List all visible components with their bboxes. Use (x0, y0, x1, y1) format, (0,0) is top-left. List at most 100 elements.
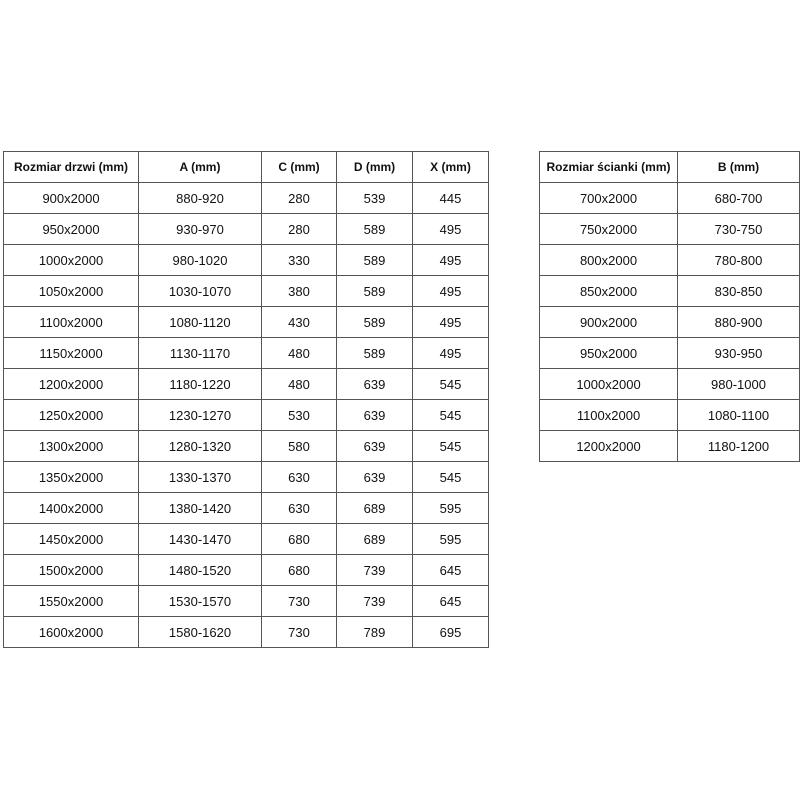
cell: 495 (412, 306, 489, 338)
cell: 1100x2000 (3, 306, 139, 338)
cell: 1100x2000 (539, 399, 678, 431)
cell: 1180-1220 (138, 368, 262, 400)
cell: 1550x2000 (3, 585, 139, 617)
cell: 789 (336, 616, 413, 648)
header-cell: Rozmiar ścianki (mm) (539, 151, 678, 183)
cell: 880-900 (677, 306, 800, 338)
cell: 1580-1620 (138, 616, 262, 648)
cell: 1350x2000 (3, 461, 139, 493)
cell: 1150x2000 (3, 337, 139, 369)
row: 1100x2000 1080-1100 (539, 399, 800, 431)
header-row: Rozmiar ścianki (mm) B (mm) (539, 151, 800, 183)
cell: 1400x2000 (3, 492, 139, 524)
cell: 1500x2000 (3, 554, 139, 586)
cell: 1530-1570 (138, 585, 262, 617)
cell: 680 (261, 523, 337, 555)
cell: 330 (261, 244, 337, 276)
cell: 739 (336, 554, 413, 586)
cell: 980-1000 (677, 368, 800, 400)
cell: 930-970 (138, 213, 262, 245)
cell: 545 (412, 399, 489, 431)
cell: 680-700 (677, 182, 800, 214)
cell: 695 (412, 616, 489, 648)
cell: 530 (261, 399, 337, 431)
cell: 689 (336, 492, 413, 524)
row: 1050x2000 1030-1070 380 589 495 (3, 275, 489, 307)
cell: 589 (336, 337, 413, 369)
cell: 545 (412, 461, 489, 493)
cell: 430 (261, 306, 337, 338)
cell: 689 (336, 523, 413, 555)
cell: 980-1020 (138, 244, 262, 276)
header-cell: X (mm) (412, 151, 489, 183)
cell: 1130-1170 (138, 337, 262, 369)
row: 750x2000 730-750 (539, 213, 800, 245)
cell: 639 (336, 368, 413, 400)
cell: 1080-1120 (138, 306, 262, 338)
row: 950x2000 930-950 (539, 337, 800, 369)
row: 900x2000 880-920 280 539 445 (3, 182, 489, 214)
cell: 1450x2000 (3, 523, 139, 555)
cell: 645 (412, 585, 489, 617)
row: 800x2000 780-800 (539, 244, 800, 276)
cell: 930-950 (677, 337, 800, 369)
row: 1500x2000 1480-1520 680 739 645 (3, 554, 489, 586)
cell: 589 (336, 275, 413, 307)
row: 950x2000 930-970 280 589 495 (3, 213, 489, 245)
cell: 1180-1200 (677, 430, 800, 462)
row: 1000x2000 980-1020 330 589 495 (3, 244, 489, 276)
cell: 580 (261, 430, 337, 462)
row: 1300x2000 1280-1320 580 639 545 (3, 430, 489, 462)
cell: 1330-1370 (138, 461, 262, 493)
row: 1350x2000 1330-1370 630 639 545 (3, 461, 489, 493)
row: 1400x2000 1380-1420 630 689 595 (3, 492, 489, 524)
row: 1200x2000 1180-1200 (539, 430, 800, 462)
cell: 495 (412, 213, 489, 245)
cell: 880-920 (138, 182, 262, 214)
cell: 1300x2000 (3, 430, 139, 462)
cell: 1200x2000 (539, 430, 678, 462)
header-row: Rozmiar drzwi (mm) A (mm) C (mm) D (mm) X (m… (3, 151, 489, 183)
cell: 1250x2000 (3, 399, 139, 431)
cell: 495 (412, 275, 489, 307)
panel-size-table: Rozmiar ścianki (mm) B (mm) 700x2000 680-70… (539, 151, 800, 462)
cell: 589 (336, 306, 413, 338)
cell: 589 (336, 244, 413, 276)
cell: 950x2000 (539, 337, 678, 369)
header-cell: Rozmiar drzwi (mm) (3, 151, 139, 183)
cell: 850x2000 (539, 275, 678, 307)
row: 700x2000 680-700 (539, 182, 800, 214)
cell: 1200x2000 (3, 368, 139, 400)
cell: 1050x2000 (3, 275, 139, 307)
cell: 280 (261, 213, 337, 245)
cell: 545 (412, 430, 489, 462)
cell: 730-750 (677, 213, 800, 245)
cell: 445 (412, 182, 489, 214)
cell: 750x2000 (539, 213, 678, 245)
cell: 1430-1470 (138, 523, 262, 555)
row: 900x2000 880-900 (539, 306, 800, 338)
row: 1600x2000 1580-1620 730 789 695 (3, 616, 489, 648)
row: 1200x2000 1180-1220 480 639 545 (3, 368, 489, 400)
cell: 1480-1520 (138, 554, 262, 586)
header-cell: A (mm) (138, 151, 262, 183)
cell: 700x2000 (539, 182, 678, 214)
row: 1100x2000 1080-1120 430 589 495 (3, 306, 489, 338)
cell: 630 (261, 492, 337, 524)
cell: 780-800 (677, 244, 800, 276)
row: 1250x2000 1230-1270 530 639 545 (3, 399, 489, 431)
cell: 480 (261, 368, 337, 400)
cell: 595 (412, 523, 489, 555)
cell: 545 (412, 368, 489, 400)
cell: 830-850 (677, 275, 800, 307)
row: 1150x2000 1130-1170 480 589 495 (3, 337, 489, 369)
row: 850x2000 830-850 (539, 275, 800, 307)
header-cell: C (mm) (261, 151, 337, 183)
cell: 639 (336, 430, 413, 462)
cell: 595 (412, 492, 489, 524)
cell: 680 (261, 554, 337, 586)
row: 1000x2000 980-1000 (539, 368, 800, 400)
cell: 1230-1270 (138, 399, 262, 431)
header-cell: D (mm) (336, 151, 413, 183)
